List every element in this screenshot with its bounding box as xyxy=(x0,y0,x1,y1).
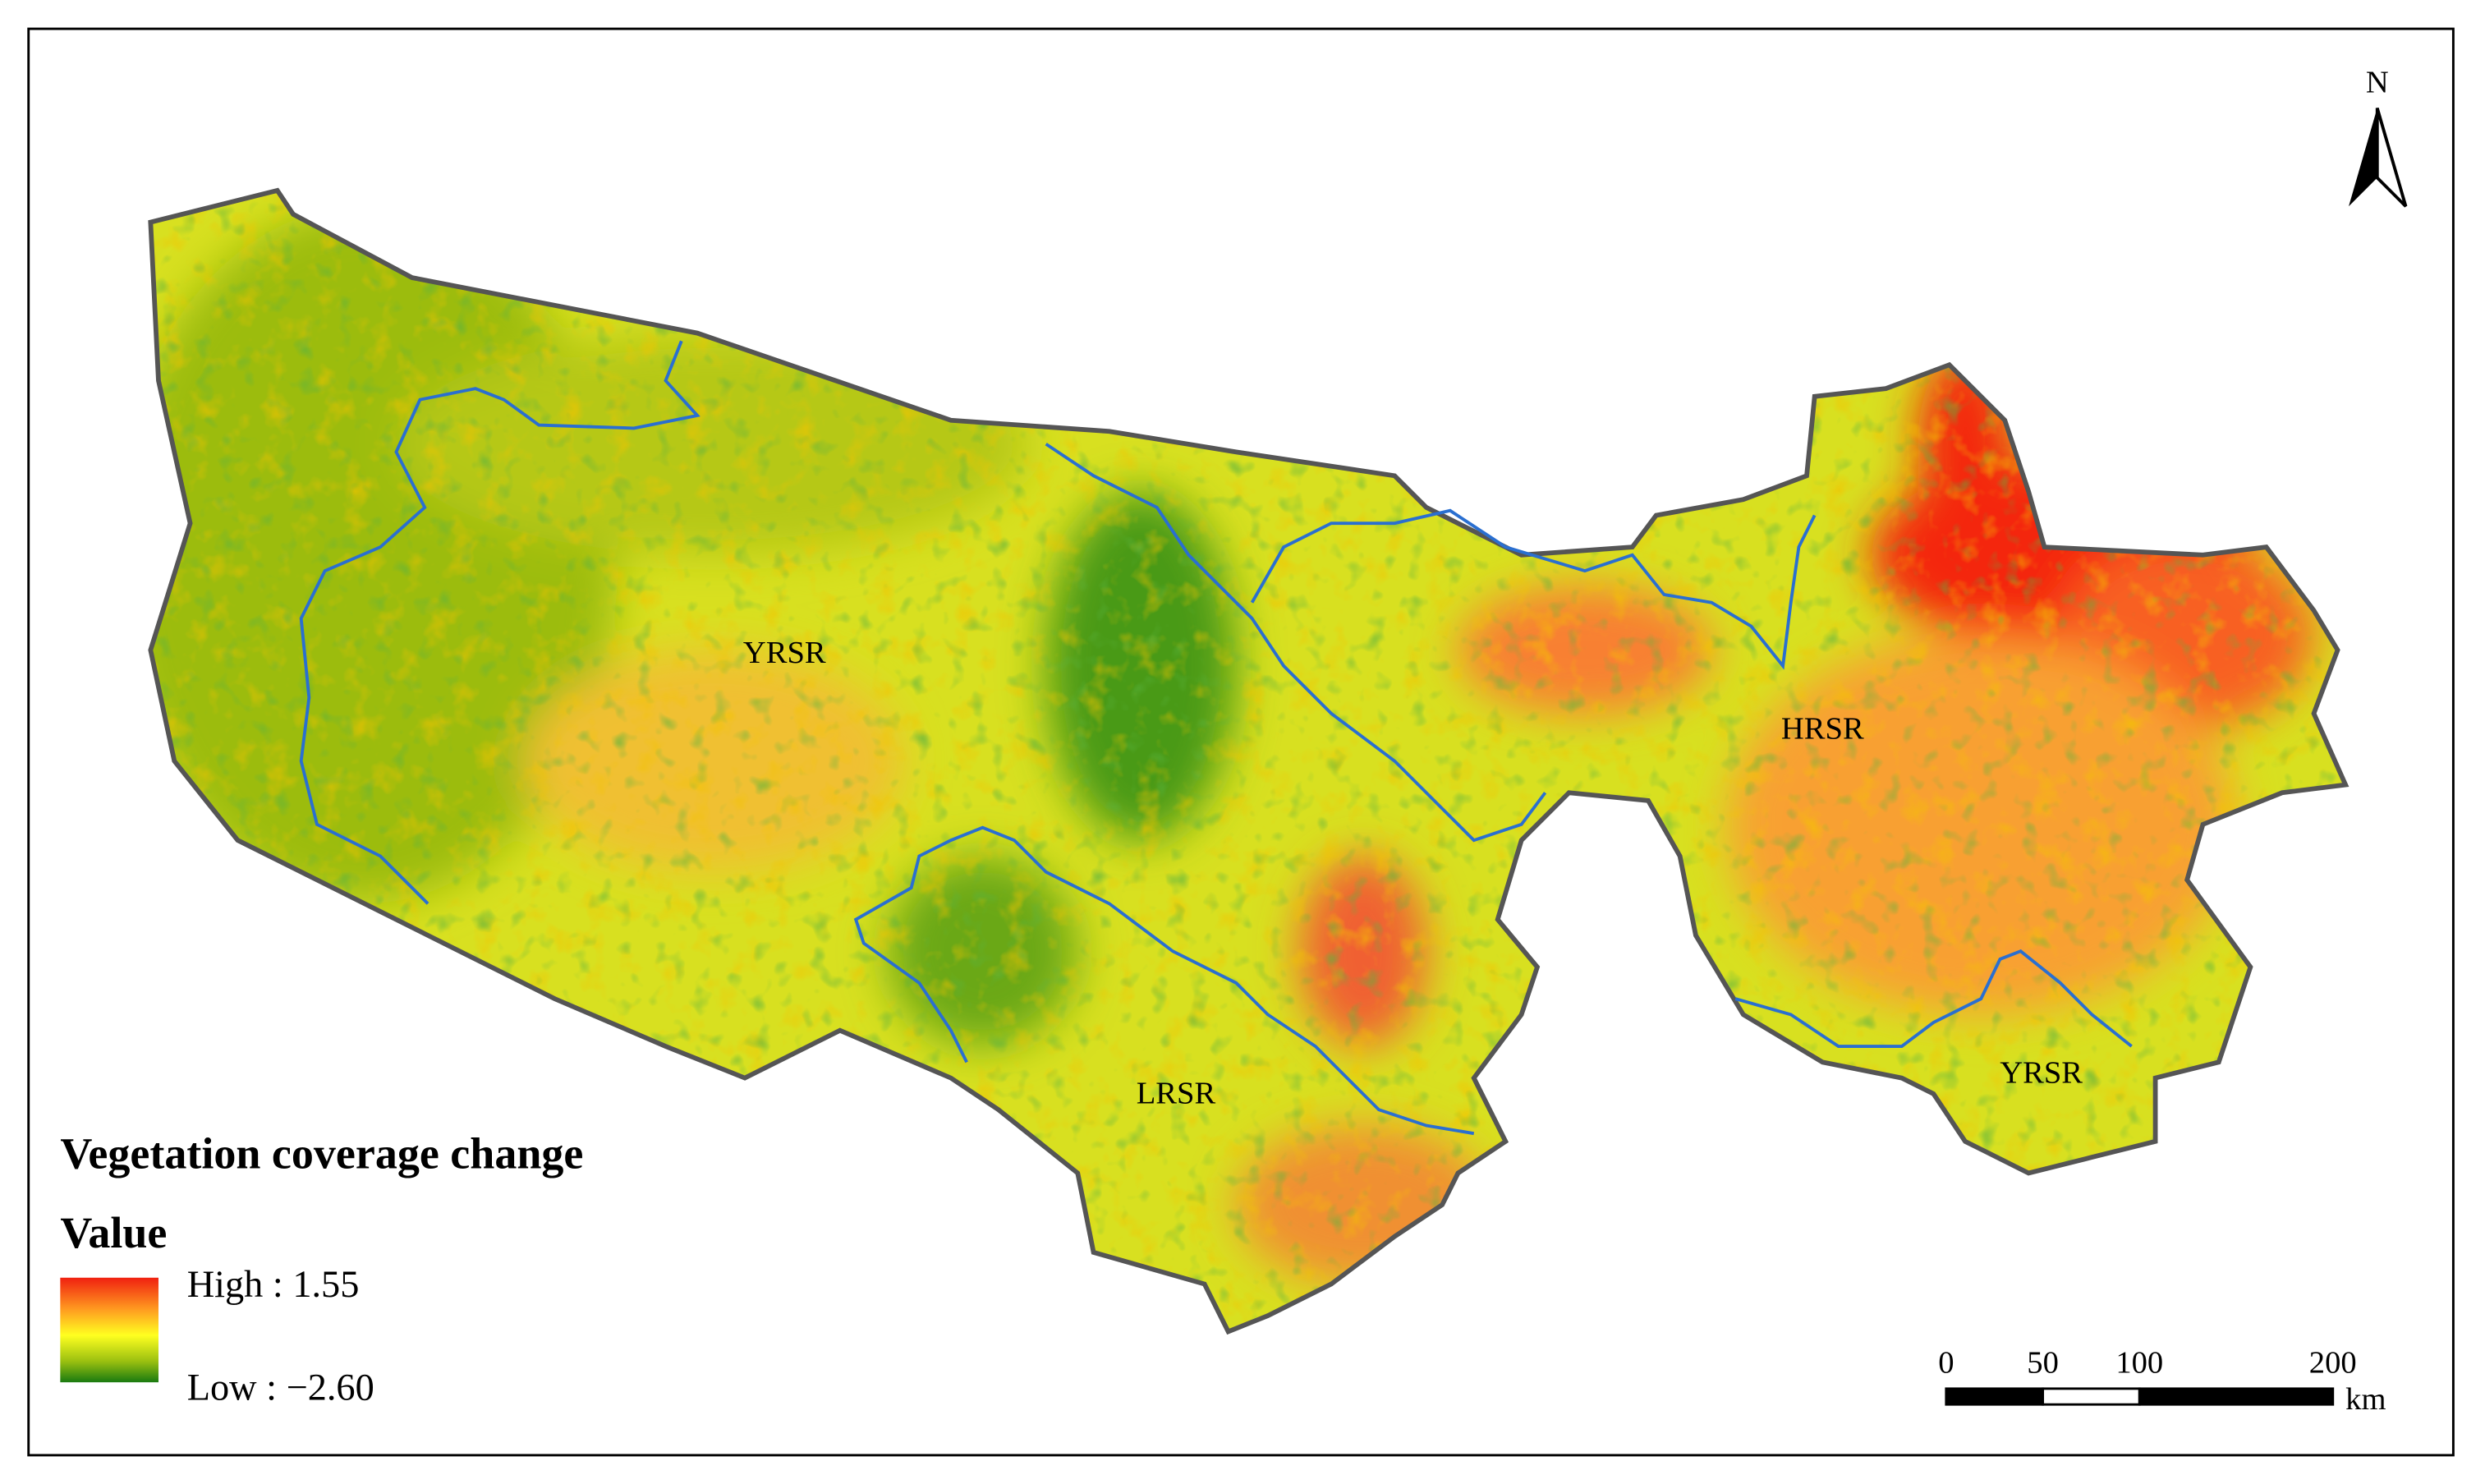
scale-tick-label: 200 xyxy=(2309,1346,2357,1381)
outline xyxy=(148,187,2349,1335)
scale-tick-label: 100 xyxy=(2115,1346,2163,1381)
legend-title: Vegetation coverage change xyxy=(60,1129,583,1178)
region-label: YRSR xyxy=(2000,1055,2083,1090)
subregion-boundaries xyxy=(299,340,2133,1136)
scale-segment xyxy=(2138,1387,2335,1406)
scale-unit: km xyxy=(2345,1382,2386,1417)
legend-low: Low : −2.60 xyxy=(187,1367,374,1408)
region-label: YRSR xyxy=(743,636,826,670)
region-label: LRSR xyxy=(1137,1077,1216,1111)
scale-tick-label: 0 xyxy=(1938,1346,1954,1381)
scale-segment xyxy=(1945,1387,2045,1406)
legend-high: High : 1.55 xyxy=(187,1264,360,1306)
scale-segment xyxy=(2042,1387,2141,1406)
color-ramp xyxy=(60,1277,158,1383)
north-arrow: N xyxy=(2349,65,2408,208)
north-label: N xyxy=(2366,65,2389,99)
region-label: HRSR xyxy=(1781,712,1864,747)
legend-subtitle: Value xyxy=(60,1208,167,1257)
scale-tick-label: 50 xyxy=(2027,1346,2059,1381)
